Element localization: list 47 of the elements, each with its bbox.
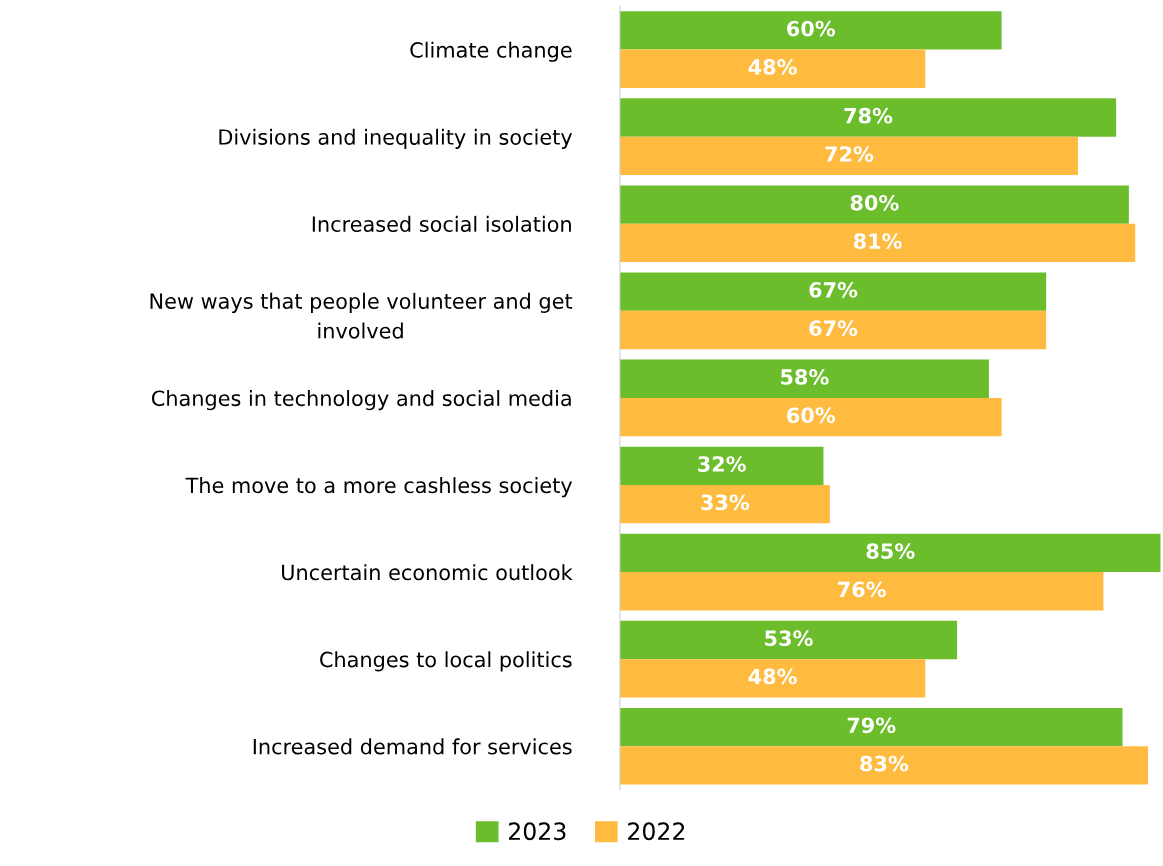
data-label: 72% xyxy=(825,146,874,162)
data-label: 67% xyxy=(809,320,858,337)
legend-label: 2022 xyxy=(628,822,685,841)
bar xyxy=(619,446,824,486)
bar xyxy=(619,11,1002,50)
data-label: 80% xyxy=(850,194,899,211)
data-label: 85% xyxy=(866,543,915,559)
bar xyxy=(619,49,926,88)
data-label: 83% xyxy=(860,755,909,772)
data-label: 67% xyxy=(809,281,858,298)
data-label: 53% xyxy=(765,630,813,647)
y-tick-label: Divisions and inequality in society xyxy=(219,128,573,149)
legend-label: 2023 xyxy=(508,822,566,841)
data-label: 76% xyxy=(838,581,886,598)
data-label: 58% xyxy=(781,369,829,385)
bar xyxy=(619,746,1148,785)
bar xyxy=(619,620,958,660)
bar xyxy=(619,707,1123,747)
data-label: 60% xyxy=(787,407,836,424)
bar xyxy=(619,659,926,698)
data-label: 79% xyxy=(847,717,896,734)
data-label: 48% xyxy=(748,668,797,685)
y-tick-label: Changes to local politics xyxy=(320,651,572,672)
data-label: 48% xyxy=(748,59,797,75)
y-tick-label: Increased social isolation xyxy=(312,215,571,232)
bar xyxy=(619,572,1104,611)
y-tick-label: Increased demand for services xyxy=(253,738,572,755)
bar xyxy=(619,533,1161,573)
y-tick-label: Changes in technology and social media xyxy=(151,390,571,411)
data-label: 33% xyxy=(701,494,750,511)
data-label: 81% xyxy=(853,233,902,249)
data-label: 78% xyxy=(844,107,893,124)
data-label: 32% xyxy=(698,456,746,472)
bar xyxy=(619,310,1047,350)
y-tick-label: Uncertain economic outlook xyxy=(282,564,573,581)
y-tick-label: The move to a more cashless society xyxy=(185,477,573,498)
bar xyxy=(619,223,1136,263)
bar xyxy=(619,485,830,524)
bar xyxy=(619,185,1129,224)
bar xyxy=(619,98,1117,137)
bar xyxy=(619,272,1047,311)
y-tick-label: New ways that people volunteer and get involved xyxy=(150,292,573,339)
bar xyxy=(619,136,1078,175)
y-tick-label: Climate change xyxy=(410,41,572,62)
data-label: 60% xyxy=(787,20,836,37)
bar xyxy=(619,397,1002,437)
bar xyxy=(619,359,989,398)
